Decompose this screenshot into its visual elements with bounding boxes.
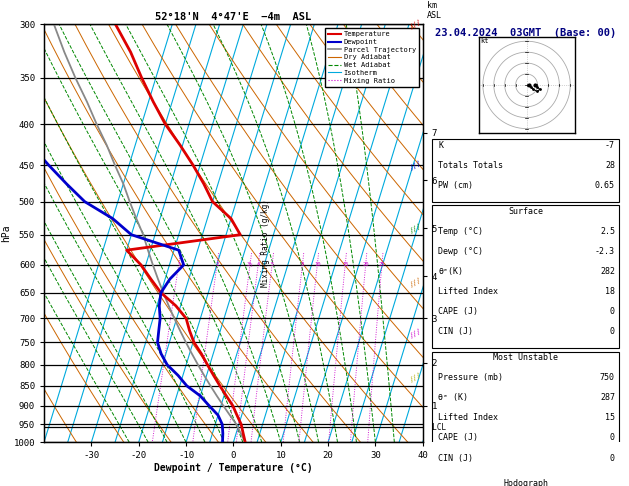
Text: Mixing Ratio (g/kg): Mixing Ratio (g/kg)	[261, 199, 270, 287]
Text: CIN (J): CIN (J)	[438, 453, 473, 463]
Text: θᵉ (K): θᵉ (K)	[438, 393, 468, 402]
Text: 282: 282	[600, 267, 615, 276]
Text: 0.65: 0.65	[595, 181, 615, 190]
Text: 0: 0	[610, 307, 615, 316]
Text: -7: -7	[605, 141, 615, 150]
Text: 20: 20	[362, 262, 369, 267]
Text: 0: 0	[610, 328, 615, 336]
Text: 18: 18	[605, 287, 615, 296]
Text: CIN (J): CIN (J)	[438, 328, 473, 336]
Text: 287: 287	[600, 393, 615, 402]
FancyBboxPatch shape	[432, 205, 619, 348]
Text: 28: 28	[605, 161, 615, 170]
Text: 2: 2	[215, 262, 219, 267]
X-axis label: Dewpoint / Temperature (°C): Dewpoint / Temperature (°C)	[154, 463, 313, 473]
Text: Dewp (°C): Dewp (°C)	[438, 247, 483, 256]
Text: PW (cm): PW (cm)	[438, 181, 473, 190]
Text: 8: 8	[301, 262, 304, 267]
Text: 25: 25	[379, 262, 385, 267]
Text: 10: 10	[314, 262, 321, 267]
Text: ///: ///	[408, 327, 422, 339]
Text: 15: 15	[342, 262, 348, 267]
Text: ///: ///	[408, 18, 422, 30]
Y-axis label: hPa: hPa	[1, 225, 11, 242]
FancyBboxPatch shape	[432, 351, 619, 474]
Text: Pressure (mb): Pressure (mb)	[438, 373, 503, 382]
Text: km
ASL: km ASL	[426, 0, 442, 20]
Text: 23.04.2024  03GMT  (Base: 00): 23.04.2024 03GMT (Base: 00)	[435, 29, 616, 38]
Text: 0: 0	[610, 434, 615, 442]
Legend: Temperature, Dewpoint, Parcel Trajectory, Dry Adiabat, Wet Adiabat, Isotherm, Mi: Temperature, Dewpoint, Parcel Trajectory…	[325, 28, 420, 87]
Text: CAPE (J): CAPE (J)	[438, 434, 478, 442]
Text: K: K	[438, 141, 443, 150]
Text: LCL: LCL	[423, 423, 446, 432]
Text: 5: 5	[270, 262, 274, 267]
Text: 0: 0	[610, 453, 615, 463]
Text: 15: 15	[605, 414, 615, 422]
Title: 52°18'N  4°47'E  −4m  ASL: 52°18'N 4°47'E −4m ASL	[155, 12, 311, 22]
Text: θᵉ(K): θᵉ(K)	[438, 267, 463, 276]
Text: CAPE (J): CAPE (J)	[438, 307, 478, 316]
Text: Totals Totals: Totals Totals	[438, 161, 503, 170]
Text: Hodograph: Hodograph	[503, 480, 548, 486]
Text: ///: ///	[408, 276, 422, 288]
Text: -2.3: -2.3	[595, 247, 615, 256]
Text: © weatheronline.co.uk: © weatheronline.co.uk	[477, 431, 574, 440]
Text: Lifted Index: Lifted Index	[438, 414, 498, 422]
Text: Temp (°C): Temp (°C)	[438, 227, 483, 236]
Text: 3½: 3½	[247, 262, 253, 267]
Text: ///: ///	[408, 372, 422, 383]
Text: ///: ///	[408, 223, 422, 234]
FancyBboxPatch shape	[432, 139, 619, 202]
Text: 750: 750	[600, 373, 615, 382]
Text: ///: ///	[408, 159, 422, 171]
Text: 1: 1	[177, 262, 181, 267]
Text: Lifted Index: Lifted Index	[438, 287, 498, 296]
Text: Most Unstable: Most Unstable	[493, 353, 558, 362]
Text: Surface: Surface	[508, 207, 543, 216]
FancyBboxPatch shape	[432, 478, 619, 486]
Text: 2.5: 2.5	[600, 227, 615, 236]
Text: 4: 4	[257, 262, 260, 267]
